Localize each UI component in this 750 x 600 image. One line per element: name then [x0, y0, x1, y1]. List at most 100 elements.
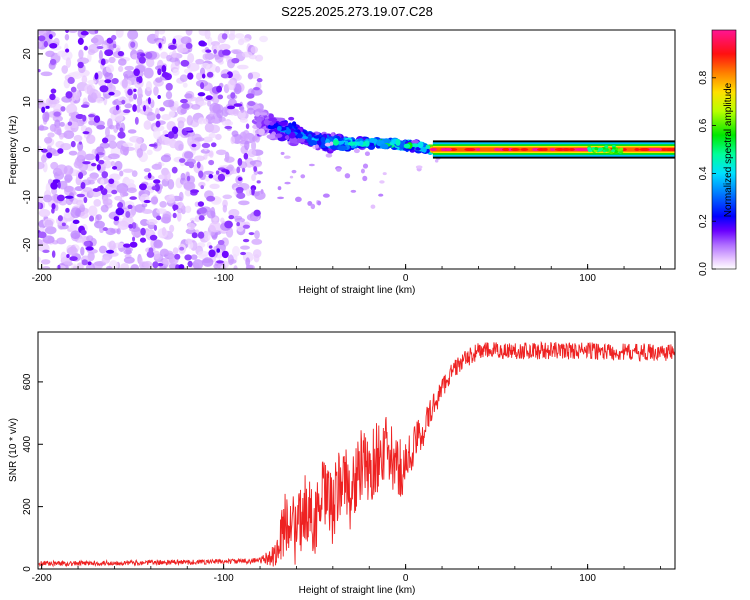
noise-speckle — [105, 64, 115, 73]
noise-blob — [227, 105, 235, 110]
noise-speckle — [107, 153, 120, 160]
noise-speckle — [295, 196, 302, 203]
noise-blob — [165, 82, 173, 91]
noise-speckle — [38, 161, 45, 170]
noise-blob — [87, 261, 92, 266]
noise-speckle — [114, 113, 124, 122]
noise-blob — [57, 264, 61, 269]
noise-blob — [115, 104, 120, 111]
noise-speckle — [77, 149, 87, 160]
noise-speckle — [141, 203, 148, 208]
signal-blob — [325, 138, 330, 144]
signal-blob — [403, 143, 411, 149]
carrier-peak — [561, 148, 571, 151]
carrier-peak — [542, 148, 548, 151]
noise-speckle — [99, 142, 110, 149]
noise-blob — [130, 41, 136, 48]
noise-blob — [94, 72, 99, 80]
figure-title: S225.2025.273.19.07.C28 — [281, 4, 433, 19]
noise-speckle — [123, 256, 135, 264]
noise-blob — [243, 152, 249, 160]
noise-blob — [230, 92, 236, 99]
noise-blob — [125, 211, 131, 218]
noise-blob — [198, 215, 205, 221]
noise-blob — [217, 239, 225, 246]
noise-speckle — [124, 65, 134, 71]
signal-blob — [420, 146, 426, 153]
carrier-peak — [650, 148, 659, 151]
noise-speckle — [182, 82, 188, 88]
noise-blob — [110, 34, 117, 41]
noise-speckle — [322, 193, 330, 198]
noise-speckle — [218, 43, 231, 50]
noise-blob — [256, 77, 263, 83]
noise-speckle — [251, 88, 263, 96]
noise-blob — [236, 221, 240, 227]
carrier-peak — [554, 148, 565, 151]
noise-speckle — [183, 181, 196, 191]
noise-blob — [51, 208, 55, 214]
noise-speckle — [121, 78, 128, 89]
noise-blob — [137, 75, 143, 84]
noise-speckle — [70, 244, 77, 255]
noise-speckle — [362, 163, 369, 169]
noise-blob — [208, 249, 216, 258]
noise-blob — [57, 148, 64, 154]
noise-blob — [196, 161, 201, 169]
spectrogram-y-tick-label: 20 — [22, 48, 33, 60]
noise-blob — [188, 161, 195, 169]
spectrogram-x-ticks: -200 -100 0 100 — [32, 264, 661, 284]
noise-speckle — [180, 172, 186, 181]
spectrogram-y-axis-label: Frequency (Hz) — [8, 116, 19, 185]
noise-blob — [96, 124, 106, 130]
noise-speckle — [38, 209, 51, 218]
snr-y-tick-label: 400 — [22, 435, 33, 452]
noise-speckle — [434, 159, 439, 163]
noise-speckle — [159, 200, 167, 208]
noise-blob — [179, 246, 185, 251]
noise-blob — [49, 58, 57, 65]
noise-blob — [129, 196, 138, 200]
noise-speckle — [277, 186, 282, 191]
signal-blob — [359, 140, 364, 146]
noise-speckle — [191, 104, 201, 110]
noise-speckle — [183, 151, 194, 159]
signal-blob — [278, 121, 288, 126]
noise-blob — [148, 247, 154, 254]
noise-speckle — [72, 265, 78, 269]
noise-blob — [78, 141, 83, 145]
noise-speckle — [38, 145, 42, 153]
noise-speckle — [197, 118, 203, 124]
noise-blob — [253, 209, 261, 217]
noise-blob — [38, 231, 47, 239]
noise-speckle — [73, 89, 81, 101]
noise-blob — [64, 195, 74, 199]
noise-blob — [117, 131, 126, 139]
noise-blob — [77, 37, 84, 45]
noise-speckle — [117, 58, 127, 66]
noise-blob — [217, 173, 226, 182]
noise-blob — [67, 76, 75, 85]
noise-speckle — [57, 50, 68, 57]
noise-blob — [96, 164, 101, 171]
noise-blob — [80, 30, 89, 36]
carrier-peak — [493, 148, 501, 151]
snr-y-tick-label: 200 — [22, 498, 33, 515]
noise-blob — [208, 245, 213, 249]
noise-speckle — [119, 170, 124, 177]
noise-speckle — [212, 216, 219, 222]
noise-blob — [240, 251, 247, 256]
spectrogram-x-tick-label: -200 — [32, 273, 52, 284]
noise-speckle — [136, 104, 141, 113]
noise-blob — [38, 35, 46, 42]
noise-speckle — [102, 198, 113, 206]
noise-speckle — [233, 265, 238, 269]
noise-speckle — [204, 230, 211, 242]
noise-speckle — [105, 227, 116, 236]
noise-blob — [221, 49, 231, 56]
noise-blob — [90, 162, 97, 167]
colorbar-gradient — [711, 29, 737, 270]
noise-blob — [108, 91, 115, 96]
noise-speckle — [308, 163, 315, 167]
noise-blob — [152, 261, 159, 269]
